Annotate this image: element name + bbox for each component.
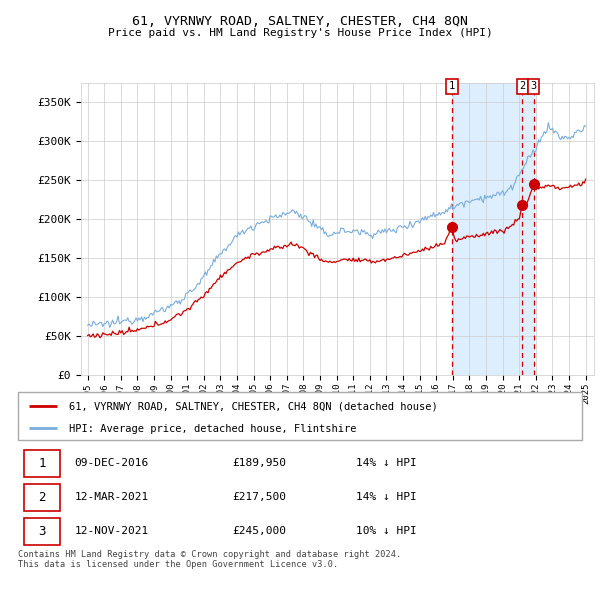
Text: 3: 3 xyxy=(530,81,537,91)
Text: Contains HM Land Registry data © Crown copyright and database right 2024.
This d: Contains HM Land Registry data © Crown c… xyxy=(18,550,401,569)
Text: 2: 2 xyxy=(38,491,46,504)
Bar xyxy=(23,484,61,511)
Text: 61, VYRNWY ROAD, SALTNEY, CHESTER, CH4 8QN: 61, VYRNWY ROAD, SALTNEY, CHESTER, CH4 8… xyxy=(132,15,468,28)
Text: 3: 3 xyxy=(38,525,46,538)
Text: £189,950: £189,950 xyxy=(232,458,286,468)
Text: 14% ↓ HPI: 14% ↓ HPI xyxy=(356,492,417,502)
Text: HPI: Average price, detached house, Flintshire: HPI: Average price, detached house, Flin… xyxy=(69,424,356,434)
Text: 2: 2 xyxy=(520,81,526,91)
Text: 12-MAR-2021: 12-MAR-2021 xyxy=(74,492,149,502)
Text: 12-NOV-2021: 12-NOV-2021 xyxy=(74,526,149,536)
Text: 1: 1 xyxy=(38,457,46,470)
Text: 1: 1 xyxy=(449,81,455,91)
Text: £217,500: £217,500 xyxy=(232,492,286,502)
Text: 09-DEC-2016: 09-DEC-2016 xyxy=(74,458,149,468)
Bar xyxy=(452,83,534,375)
Text: 61, VYRNWY ROAD, SALTNEY, CHESTER, CH4 8QN (detached house): 61, VYRNWY ROAD, SALTNEY, CHESTER, CH4 8… xyxy=(69,402,437,411)
Bar xyxy=(23,518,61,545)
Text: 10% ↓ HPI: 10% ↓ HPI xyxy=(356,526,417,536)
Text: Price paid vs. HM Land Registry's House Price Index (HPI): Price paid vs. HM Land Registry's House … xyxy=(107,28,493,38)
Text: 14% ↓ HPI: 14% ↓ HPI xyxy=(356,458,417,468)
Text: £245,000: £245,000 xyxy=(232,526,286,536)
Bar xyxy=(23,450,61,477)
